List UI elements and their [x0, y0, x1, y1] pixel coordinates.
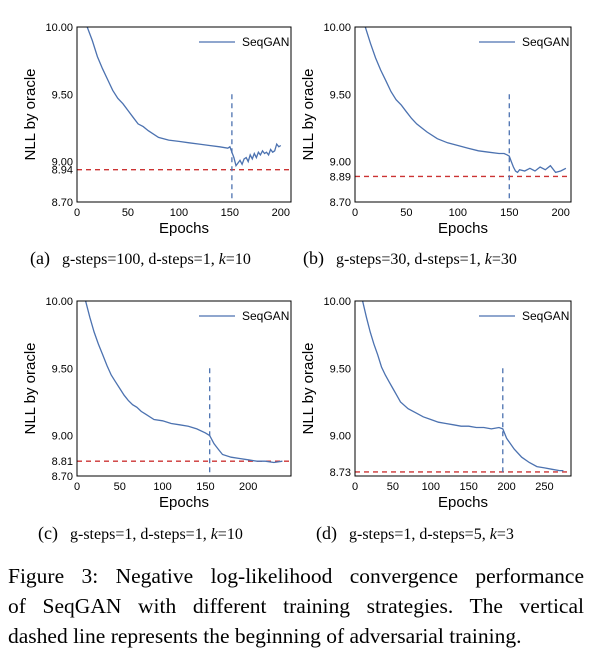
chart-c-ytick-label: 8.81 [52, 456, 73, 468]
subcaption-a-kval: =10 [225, 251, 251, 268]
chart-b-xtick-label: 100 [449, 207, 467, 219]
chart-d-xtick-label: 200 [497, 481, 515, 493]
chart-a-ytick-label: 9.00 [52, 157, 73, 169]
subcaption-c-text: g-steps=1, d-steps=1, [69, 526, 211, 543]
chart-b-ylabel: NLL by oracle [300, 69, 317, 161]
subcaption-a: (a) g-steps=100, d-steps=1, k=10 [30, 248, 251, 269]
chart-d-ytick-label: 10.00 [323, 296, 351, 308]
panel-label-d: (d) [316, 523, 337, 543]
chart-a-xtick-label: 150 [221, 207, 239, 219]
chart-b-panel: 8.70 8.89 9.00 9.50 10.00 0 50 100 150 200 Epochs N… [300, 22, 572, 237]
chart-a-xtick-label: 200 [272, 207, 290, 219]
chart-d-legend-label: SeqGAN [522, 309, 569, 323]
chart-d-ytick-label: 9.00 [330, 431, 351, 443]
subcaption-d-k: k [489, 526, 497, 543]
chart-c-ytick-label: 9.00 [52, 431, 73, 443]
subcaption-d-text: g-steps=1, d-steps=5, [349, 526, 490, 543]
chart-d-panel: 8.73 9.00 9.50 10.00 0 50 100 150 200 250 Epochs NL… [300, 296, 572, 511]
chart-a-series-seqgan [86, 27, 282, 168]
chart-d-xlabel: Epochs [438, 494, 488, 511]
chart-d-xtick-label: 0 [352, 481, 358, 493]
chart-a-ytick-label: 8.94 [52, 165, 73, 177]
panel-label-b: (b) [303, 248, 324, 268]
chart-d-xtick-label: 50 [387, 481, 399, 493]
panel-label-c: (c) [38, 523, 58, 543]
chart-a-xtick-label: 0 [74, 207, 80, 219]
chart-c-xtick-label: 150 [196, 481, 214, 493]
chart-d-ylabel: NLL by oracle [300, 343, 317, 435]
chart-b-ytick-label: 8.70 [330, 197, 351, 209]
chart-b-xtick-label: 150 [500, 207, 518, 219]
chart-d-ytick-label: 9.50 [330, 363, 351, 375]
chart-c-ytick-label: 8.70 [52, 471, 73, 483]
chart-a-xtick-label: 100 [170, 207, 188, 219]
chart-a-xlabel: Epochs [159, 220, 209, 237]
chart-c-legend-label: SeqGAN [242, 309, 289, 323]
chart-c-xtick-label: 50 [114, 481, 126, 493]
subcaption-c: (c) g-steps=1, d-steps=1, k=10 [38, 523, 243, 544]
caption-line-3: dashed line represents the beginning of … [8, 624, 522, 648]
chart-a-ytick-label: 10.00 [45, 22, 73, 34]
chart-a-xtick-label: 50 [122, 207, 134, 219]
subcaption-c-kval: =10 [217, 526, 243, 543]
chart-b-ytick-label: 9.00 [330, 157, 351, 169]
chart-b-xtick-label: 0 [352, 207, 358, 219]
chart-a-frame [76, 26, 292, 203]
chart-b-xtick-label: 200 [552, 207, 570, 219]
chart-b-series-seqgan [364, 27, 567, 174]
subcaption-b-kval: =30 [491, 251, 517, 268]
chart-c-frame [76, 300, 292, 477]
chart-a-legend-label: SeqGAN [242, 35, 289, 49]
subcaption-b-text: g-steps=30, d-steps=1, [336, 251, 485, 268]
chart-d-xtick-label: 100 [422, 481, 440, 493]
subcaption-d: (d) g-steps=1, d-steps=5, k=3 [316, 523, 514, 544]
chart-c-xtick-label: 100 [153, 481, 171, 493]
chart-b-legend-label: SeqGAN [522, 35, 569, 49]
chart-a-panel: 8.70 8.949.00 9.50 10.00 0 50 100 150 200 Epochs N… [22, 22, 292, 237]
chart-c-ylabel: NLL by oracle [22, 343, 39, 435]
chart-b-xlabel: Epochs [438, 220, 488, 237]
chart-c-xlabel: Epochs [159, 494, 209, 511]
caption-line-1: Figure 3: Negative log-likelihood conver… [8, 564, 584, 588]
chart-b-ytick-label: 9.50 [330, 89, 351, 101]
chart-c-ytick-label: 9.50 [52, 363, 73, 375]
subcaption-a-text: g-steps=100, d-steps=1, [61, 251, 219, 268]
subcaption-b-k: k [484, 251, 492, 268]
panel-label-a: (a) [30, 248, 50, 268]
chart-a-ylabel: NLL by oracle [22, 69, 39, 161]
subcaption-a-k: k [218, 251, 226, 268]
chart-a-ytick-label: 8.70 [52, 197, 73, 209]
chart-b-ytick-label: 10.00 [323, 22, 351, 34]
chart-b-ytick-label: 8.89 [330, 171, 351, 183]
chart-b-frame [354, 26, 572, 203]
chart-b-xtick-label: 50 [400, 207, 412, 219]
chart-c-ytick-label: 10.00 [45, 296, 73, 308]
subcaption-b: (b) g-steps=30, d-steps=1, k=30 [303, 248, 517, 269]
caption-line-2: of SeqGAN with different training strate… [8, 594, 584, 618]
figure-caption: Figure 3: Negative log-likelihood conver… [8, 561, 584, 651]
chart-d-xtick-label: 250 [535, 481, 553, 493]
chart-c-series-seqgan [84, 301, 283, 464]
chart-a-ytick-label: 9.50 [52, 89, 73, 101]
chart-c-xtick-label: 200 [239, 481, 257, 493]
chart-d-frame [354, 300, 572, 477]
chart-d-xtick-label: 150 [460, 481, 478, 493]
subcaption-d-kval: =3 [496, 526, 514, 543]
chart-d-series-seqgan [361, 301, 564, 472]
chart-c-xtick-label: 0 [74, 481, 80, 493]
chart-d-ytick-label: 8.73 [330, 467, 351, 479]
chart-c-panel: 8.70 8.81 9.00 9.50 10.00 0 50 100 150 200 Epochs N… [22, 296, 292, 511]
subcaption-c-k: k [210, 526, 218, 543]
